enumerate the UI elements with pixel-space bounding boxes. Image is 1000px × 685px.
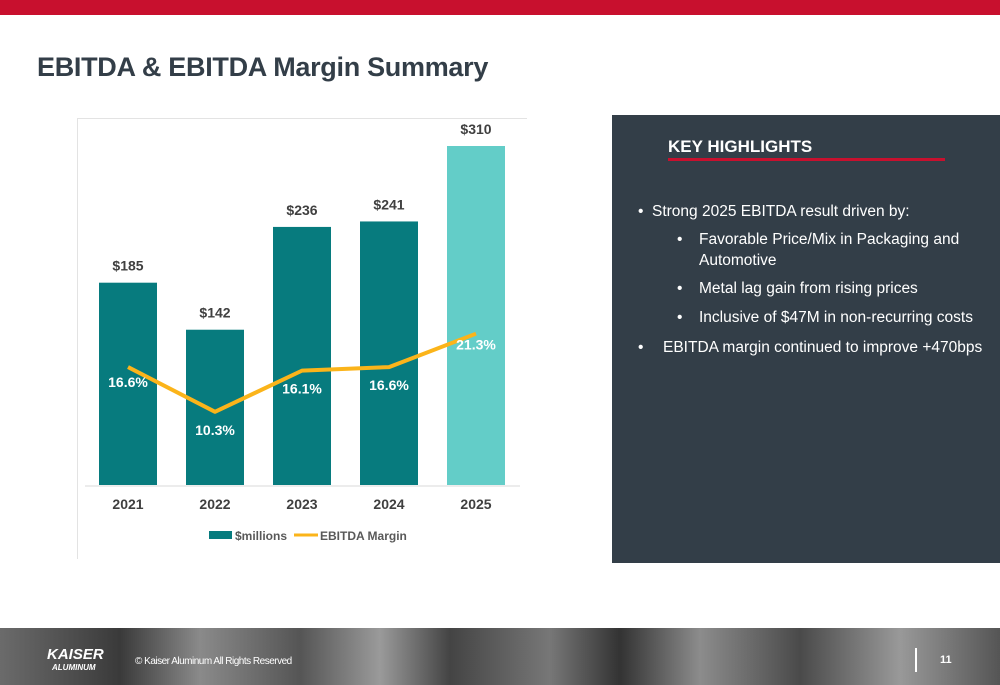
x-tick-label: 2022 bbox=[199, 496, 230, 512]
margin-label: 16.6% bbox=[108, 374, 148, 390]
bullet-icon: • bbox=[677, 280, 683, 297]
copyright: © Kaiser Aluminum All Rights Reserved bbox=[135, 656, 292, 667]
margin-label: 16.6% bbox=[369, 377, 409, 393]
bullet-icon: • bbox=[638, 203, 644, 220]
highlights-heading: KEY HIGHLIGHTS bbox=[668, 137, 813, 156]
bar-value-label: $310 bbox=[460, 121, 491, 137]
bar-value-label: $142 bbox=[199, 305, 230, 321]
x-tick-label: 2021 bbox=[112, 496, 143, 512]
highlight-subitem: • Inclusive of $47M in non-recurring cost… bbox=[677, 309, 973, 326]
margin-label: 16.1% bbox=[282, 381, 322, 397]
legend-label: EBITDA Margin bbox=[320, 529, 407, 543]
margin-label: 10.3% bbox=[195, 422, 235, 438]
divider bbox=[915, 648, 917, 672]
heading-underline bbox=[668, 158, 945, 161]
bar-value-label: $185 bbox=[112, 258, 143, 274]
highlight-subitem: • Favorable Price/Mix in Packaging and Au… bbox=[677, 231, 960, 269]
footer: KAISER ALUMINUM © Kaiser Aluminum All Ri… bbox=[0, 628, 1000, 685]
kaiser-logo: KAISER bbox=[47, 646, 104, 663]
page-title: EBITDA & EBITDA Margin Summary bbox=[37, 52, 489, 82]
x-tick-label: 2023 bbox=[286, 496, 317, 512]
kaiser-logo-sub: ALUMINUM bbox=[52, 663, 96, 672]
highlight-item: • Strong 2025 EBITDA result driven by: bbox=[638, 203, 910, 220]
bar-2022 bbox=[186, 329, 244, 485]
bullet-icon: • bbox=[677, 231, 683, 248]
bullet-icon: • bbox=[677, 309, 683, 326]
bar-2023 bbox=[273, 226, 331, 485]
legend-swatch-millions bbox=[209, 531, 232, 539]
x-tick-label: 2025 bbox=[460, 496, 491, 512]
margin-line bbox=[127, 331, 477, 414]
bar-value-label: $241 bbox=[373, 196, 404, 212]
x-tick-label: 2024 bbox=[373, 496, 404, 512]
bar-2024 bbox=[360, 221, 418, 485]
top-accent-bar bbox=[0, 0, 1000, 15]
key-highlights-panel: KEY HIGHLIGHTS • Strong 2025 EBITDA resul… bbox=[612, 115, 1000, 563]
bar-2021 bbox=[99, 282, 157, 485]
ebitda-chart bbox=[77, 118, 527, 559]
highlight-item: • EBITDA margin continued to improve +470… bbox=[638, 339, 983, 356]
bar-value-label: $236 bbox=[286, 202, 317, 218]
bullet-icon: • bbox=[638, 339, 644, 356]
legend-label: $millions bbox=[235, 529, 287, 543]
page-number: 11 bbox=[940, 654, 952, 666]
bar-2025 bbox=[447, 146, 505, 485]
highlight-subitem: • Metal lag gain from rising prices bbox=[677, 280, 918, 297]
margin-label: 21.3% bbox=[456, 337, 496, 353]
